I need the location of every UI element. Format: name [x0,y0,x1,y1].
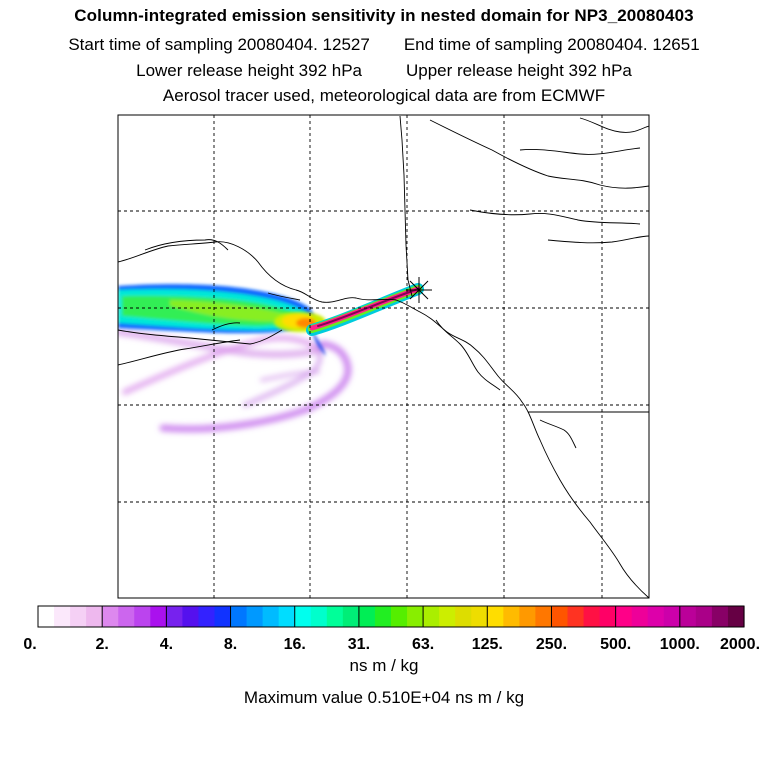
colorbar-cell [150,606,167,627]
tracer-info: Aerosol tracer used, meteorological data… [162,86,606,105]
coastline-vancouver [539,419,577,449]
plume-band-lime [170,300,298,322]
release-location-marker [406,277,432,303]
coastline-seward [144,239,229,251]
colorbar-cell [567,606,585,627]
colorbar-cell [439,606,456,627]
coastline-arctic [429,119,649,189]
colorbar-cell [134,606,151,627]
colorbar-cell [54,606,71,627]
maximum-value-label: Maximum value 0.510E+04 ns m / kg [243,688,525,707]
colorbar-cell [599,606,617,627]
lower-release-height: Lower release height 392 hPa [136,61,362,80]
colorbar-tick-label: 500. [600,636,631,653]
colorbar-cell [647,606,665,627]
coastline-aleutian [118,339,241,366]
colorbar-cell [182,606,200,627]
chart-title: Column-integrated emission sensitivity i… [74,6,694,25]
colorbar-cell [471,606,488,627]
colorbar-cell [551,606,569,627]
colorbar-cell [70,606,87,627]
sampling-times: Start time of sampling 20080404. 12527 En… [0,35,768,55]
plume-filament [260,370,320,382]
colorbar-cell [102,606,119,627]
colorbar-cell [519,606,537,627]
colorbar-cell [663,606,681,627]
colorbar-cell [374,606,392,627]
map-frame [117,114,650,599]
border-alaska-canada [399,115,413,297]
colorbar-cell [246,606,264,627]
coastline-ellesmere [579,117,649,133]
plume-filament [118,328,324,358]
colorbar-cell [487,606,504,627]
coastline-cookinlet [267,292,301,301]
colorbar-cell [342,606,360,627]
colorbar-cell [407,606,424,627]
coastline-mainland [118,241,649,598]
sensitivity-plume [118,283,424,433]
colorbar-cell [294,606,312,627]
colorbar-cell [679,606,697,627]
colorbar-tick-label: 125. [472,636,503,653]
coastline-kodiak [211,322,241,331]
coastline-panhandle [435,319,501,391]
plume-filament [159,340,352,433]
colorbar-tick-label: 16. [284,636,306,653]
plume-filament [122,335,321,395]
coastline-archipelago [519,147,641,155]
colorbar-tick-label: 1000. [660,636,700,653]
strand-core [317,288,419,327]
colorbar-cell [118,606,135,627]
colorbar-tick-label: 8. [224,636,237,653]
colorbar-tick-label: 2. [96,636,109,653]
colorbar-tick-label: 250. [536,636,567,653]
release-heights: Lower release height 392 hPa Upper releas… [0,61,768,81]
colorbar-cell [262,606,280,627]
colorbar-cell [86,606,103,627]
start-time: Start time of sampling 20080404. 12527 [68,35,370,54]
colorbar-cell [615,606,633,627]
colorbar-ticks [101,606,681,627]
colorbar-cell [423,606,440,627]
colorbar-cell [230,606,248,627]
colorbar-cell [503,606,520,627]
colorbar-cell [727,606,745,627]
colorbar-tick-label: 0. [23,636,36,653]
colorbar-tick-label: 2000. [720,636,760,653]
colorbar-cell [358,606,376,627]
coastline-arctic-islands [469,209,641,225]
colorbar-tick-label: 63. [412,636,434,653]
plume-lobe [312,330,326,356]
colorbar-cells [38,606,745,627]
units-label: ns m / kg [349,656,419,675]
colorbar-cell [535,606,553,627]
colorbar-tick-label: 31. [348,636,370,653]
colorbar-cell [198,606,216,627]
coastline-arctic-channel [547,235,649,244]
coastlines [118,115,649,598]
colorbar-cell [310,606,328,627]
colorbar-cell [214,606,232,627]
colorbar-cell [391,606,408,627]
colorbar-tick-label: 4. [160,636,173,653]
colorbar-cell [166,606,184,627]
end-time: End time of sampling 20080404. 12651 [403,35,700,54]
upper-release-height: Upper release height 392 hPa [406,61,632,80]
colorbar-cell [631,606,649,627]
colorbar-cell [38,606,55,627]
colorbar-cell [278,606,296,627]
colorbar-frame [37,605,745,628]
colorbar-labels: 0. 2. 4. 8. 16. 31. 63. 125. 250. 500. 1000. 2000. [23,636,760,653]
colorbar-cell [326,606,344,627]
colorbar-cell [711,606,729,627]
colorbar-cell [455,606,472,627]
colorbar-cell [583,606,601,627]
colorbar-cell [695,606,713,627]
coastline-peninsula [118,329,283,345]
graticule [118,115,649,598]
